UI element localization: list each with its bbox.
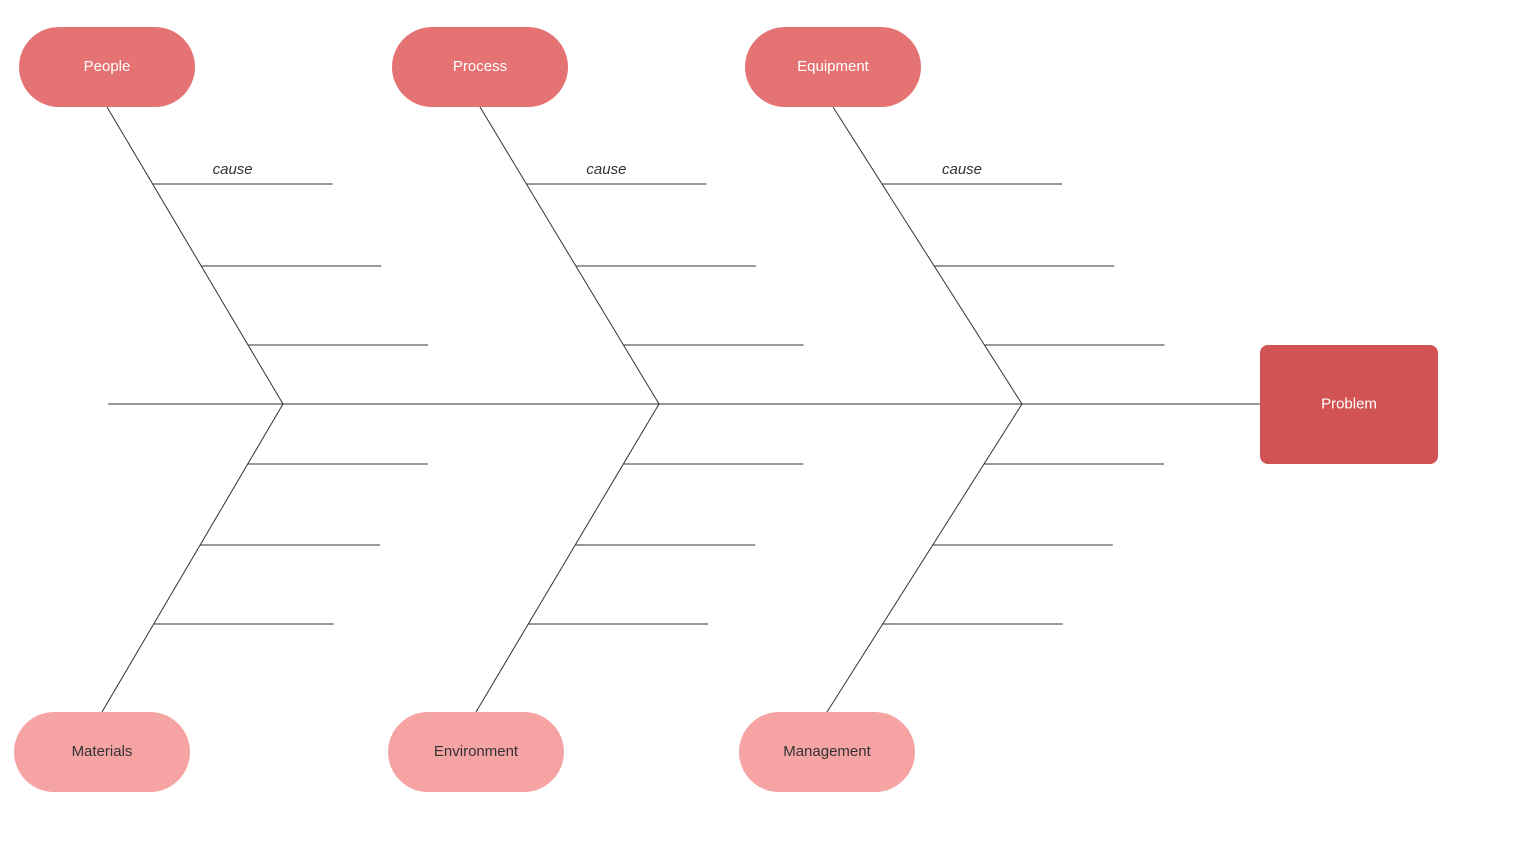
bone-bottom (827, 404, 1022, 712)
bone-bottom (476, 404, 659, 712)
cause-label: cause (213, 161, 253, 178)
bone-top (833, 107, 1022, 404)
problem-head-label: Problem (1321, 395, 1377, 412)
category-label-top: Process (453, 58, 507, 75)
bone-top (107, 107, 283, 404)
category-label-bottom: Management (783, 743, 871, 760)
bone-bottom (102, 404, 283, 712)
category-label-top: Equipment (797, 58, 870, 75)
category-label-bottom: Materials (72, 743, 133, 760)
category-label-top: People (84, 58, 131, 75)
cause-label: cause (586, 161, 626, 178)
cause-label: cause (942, 161, 982, 178)
bone-top (480, 107, 659, 404)
category-label-bottom: Environment (434, 743, 519, 760)
fishbone-diagram: Problem People cause Materials Process cause E… (0, 0, 1529, 867)
